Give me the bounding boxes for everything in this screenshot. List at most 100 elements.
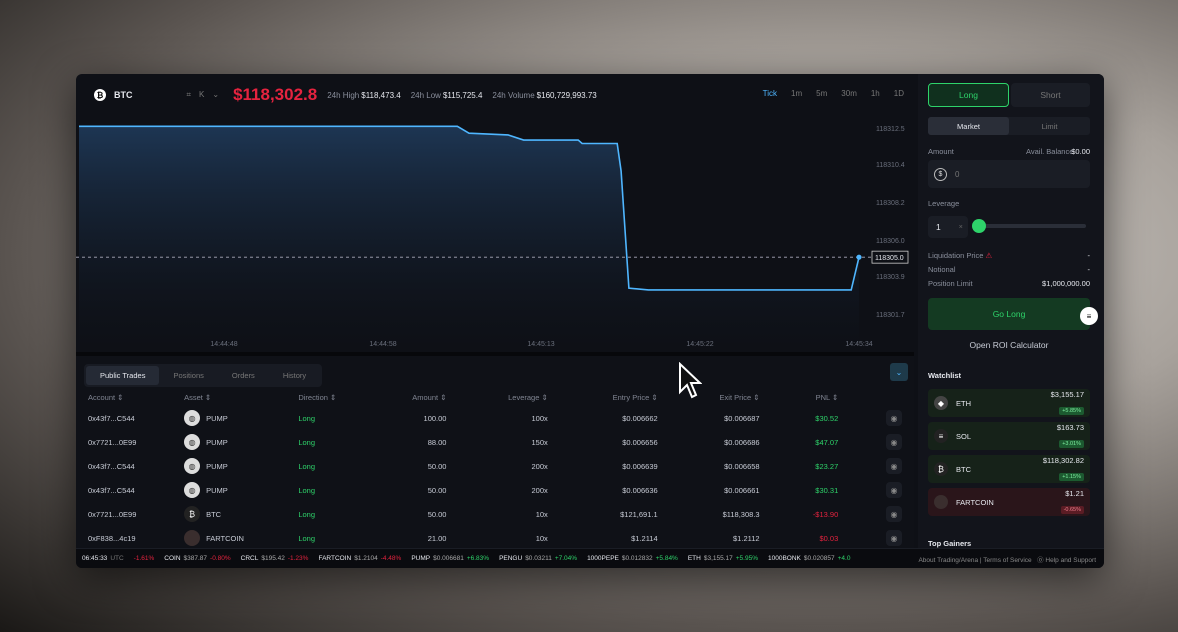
timeframe-1h[interactable]: 1h: [870, 89, 880, 98]
limit-tab[interactable]: Limit: [1041, 121, 1058, 131]
eye-icon[interactable]: ◉: [886, 530, 902, 546]
column-header[interactable]: Exit Price ⇕: [719, 392, 760, 402]
volume-value: $160,729,993.73: [536, 90, 597, 100]
column-header[interactable]: Leverage ⇕: [508, 392, 548, 402]
column-header[interactable]: PNL ⇕: [815, 392, 839, 402]
ticker-item[interactable]: FARTCOIN $1.2104 -4.48%: [318, 555, 401, 562]
slider-knob[interactable]: [972, 219, 986, 233]
chevron-down-icon[interactable]: ⌄: [212, 90, 220, 99]
table-row[interactable]: 0x43f7...C544 ◍ PUMP Long 50.00 200x $0.006636…: [76, 478, 914, 502]
watchlist-price: $118,302.82: [1042, 455, 1084, 465]
pump-icon: ◍: [184, 458, 201, 474]
clock-tz: UTC: [110, 555, 124, 562]
tab-history[interactable]: History: [282, 371, 307, 380]
footer-links: About Trading/Arena | Terms of Service ⓪…: [912, 554, 1096, 564]
table-body: 0x43f7...C544 ◍ PUMP Long 100.00 100x $0.00666…: [76, 406, 914, 550]
candle-toggle[interactable]: K: [199, 90, 205, 99]
table-header: Account ⇕ Asset ⇕ Direction ⇕ Amount ⇕ Lever…: [76, 388, 914, 406]
table-row[interactable]: 0x7721...0E99 ₿ BTC Long 50.00 10x $121,691.1 $…: [76, 502, 914, 526]
symbol-selector[interactable]: BTC: [114, 90, 133, 100]
price-chart[interactable]: 118312.5 118310.4 118308.2 118306.0 118303.9…: [76, 116, 914, 352]
ticker-symbol: PUMP: [411, 555, 431, 562]
entry-price-cell: $0.006639: [622, 461, 658, 471]
eye-icon[interactable]: ◉: [886, 410, 902, 426]
column-header[interactable]: Direction ⇕: [298, 392, 337, 402]
warning-icon[interactable]: ⚠: [985, 251, 993, 260]
timeframe-1m[interactable]: 1m: [791, 89, 803, 98]
leverage-input[interactable]: 1 ×: [928, 216, 968, 238]
market-tab[interactable]: Market: [928, 117, 1009, 135]
account-cell[interactable]: 0x7721...0E99: [88, 509, 137, 519]
exit-price-cell: $0.006686: [724, 437, 760, 447]
table-row[interactable]: 0x43f7...C544 ◍ PUMP Long 50.00 200x $0.006639…: [76, 454, 914, 478]
column-header[interactable]: Entry Price ⇕: [612, 392, 658, 402]
watchlist-item-sol[interactable]: ≡ SOL $163.73 +3.01%: [928, 422, 1090, 450]
ticker-item[interactable]: 1000BONK $0.020857 +4.0: [768, 555, 850, 562]
ticker-item[interactable]: CRCL $195.42 -1.23%: [241, 555, 309, 562]
column-header[interactable]: Asset ⇕: [184, 392, 212, 402]
price-area: [79, 126, 859, 352]
account-cell[interactable]: 0xF838...4c19: [88, 533, 136, 543]
timeframe-1d[interactable]: 1D: [893, 89, 904, 98]
watchlist-item-eth[interactable]: ◆ ETH $3,155.17 +5.85%: [928, 389, 1090, 417]
pnl-cell: $30.52: [815, 413, 839, 423]
tab-public-trades[interactable]: Public Trades: [86, 366, 160, 385]
eye-icon[interactable]: ◉: [886, 434, 902, 450]
ticker-item[interactable]: 1000PEPE $0.012832 +5.84%: [587, 555, 678, 562]
ticker-item[interactable]: ETH $3,155.17 +5.95%: [688, 555, 758, 562]
trades-tabs: Public Trades Positions Orders History: [84, 364, 323, 387]
watchlist-item-fartcoin[interactable]: FARTCOIN $1.21 -0.65%: [928, 488, 1090, 516]
asset-name: PUMP: [206, 437, 228, 447]
collapse-button[interactable]: ⌄: [890, 363, 908, 381]
short-button[interactable]: Short: [1011, 83, 1090, 107]
eye-icon[interactable]: ◉: [886, 506, 902, 522]
asset-name: BTC: [206, 509, 222, 519]
grid-icon[interactable]: ⌗: [186, 90, 192, 99]
ticker-price: $3,155.17: [703, 555, 733, 562]
low-stat: 24h Low $115,725.4: [411, 91, 483, 100]
tab-orders[interactable]: Orders: [231, 371, 255, 380]
account-cell[interactable]: 0x43f7...C544: [88, 413, 135, 423]
account-cell[interactable]: 0x43f7...C544: [88, 485, 135, 495]
help-icon[interactable]: ⓪: [1037, 557, 1044, 564]
watchlist-values: $1.21 -0.65%: [1060, 489, 1084, 516]
long-button[interactable]: Long: [928, 83, 1009, 107]
tab-positions[interactable]: Positions: [173, 371, 204, 380]
account-cell[interactable]: 0x7721...0E99: [88, 437, 137, 447]
first-change: -1.61%: [133, 555, 155, 562]
eye-cell: ◉: [850, 526, 914, 550]
column-header[interactable]: Amount ⇕: [412, 392, 447, 402]
roi-calculator-link[interactable]: Open ROI Calculator: [969, 340, 1049, 350]
leverage-value: 1: [936, 222, 941, 232]
table-row[interactable]: 0x7721...0E99 ◍ PUMP Long 88.00 150x $0.006656…: [76, 430, 914, 454]
watchlist-change: +3.01%: [1059, 439, 1084, 448]
ticker-item[interactable]: PUMP $0.006681 +6.83%: [411, 555, 489, 562]
trades-table: Account ⇕ Asset ⇕ Direction ⇕ Amount ⇕ Lever…: [76, 388, 914, 550]
watchlist-item-btc[interactable]: ₿ BTC $118,302.82 +1.15%: [928, 455, 1090, 483]
leverage-slider[interactable]: [972, 219, 1086, 233]
asset-cell: ◍ PUMP: [172, 478, 286, 502]
ticker-item[interactable]: COIN $387.87 -0.80%: [164, 555, 230, 562]
y-tick-label: 118308.2: [876, 200, 905, 207]
calculator-icon[interactable]: ≡: [1080, 307, 1098, 325]
table-row[interactable]: 0x43f7...C544 ◍ PUMP Long 100.00 100x $0.00666…: [76, 406, 914, 430]
about-terms-links[interactable]: About Trading/Arena | Terms of Service: [918, 557, 1032, 564]
timeframe-30m[interactable]: 30m: [841, 89, 857, 98]
amount-input[interactable]: [955, 169, 1055, 179]
eye-icon[interactable]: ◉: [886, 482, 902, 498]
eye-icon[interactable]: ◉: [886, 458, 902, 474]
column-header[interactable]: Account ⇕: [88, 392, 124, 402]
panel-divider[interactable]: [76, 352, 914, 356]
notional-label: Notional: [928, 265, 956, 274]
go-long-button[interactable]: Go Long: [928, 298, 1090, 330]
table-row[interactable]: 0xF838...4c19 FARTCOIN Long 21.00 10x $1.2114…: [76, 526, 914, 550]
asset-wrap: ₿ BTC: [184, 506, 286, 522]
account-cell[interactable]: 0x43f7...C544: [88, 461, 135, 471]
timeframe-5m[interactable]: 5m: [816, 89, 828, 98]
ticker-symbol: CRCL: [240, 555, 259, 562]
ticker-item[interactable]: PENGU $0.03211 +7.04%: [499, 555, 577, 562]
pnl-cell: $0.03: [819, 533, 839, 543]
leverage-cell: 200x: [531, 485, 548, 495]
timeframe-tick[interactable]: Tick: [762, 89, 778, 98]
help-link[interactable]: Help and Support: [1045, 557, 1096, 564]
